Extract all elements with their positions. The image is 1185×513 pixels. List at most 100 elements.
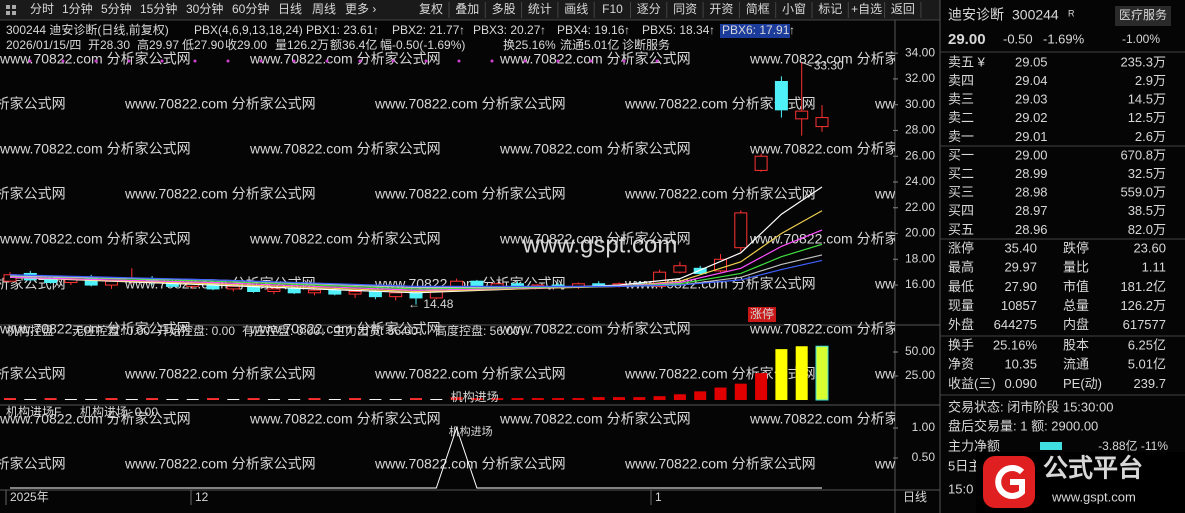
bar: [552, 398, 565, 401]
stat-label: 总量: [1063, 298, 1089, 313]
tool-button[interactable]: 画线: [564, 2, 588, 16]
stat-value: 617577: [1123, 317, 1166, 332]
indicator-value: PBX3: 20.27: [473, 23, 541, 37]
quote-item: 幅-0.50(-1.69%): [380, 37, 465, 52]
period-tab[interactable]: 60分钟: [232, 1, 269, 16]
indicator-arrow: ↑: [459, 23, 465, 37]
watermark: www.70822.com 分析家公式网: [0, 411, 191, 427]
marker-dot: [490, 59, 494, 63]
bar: [450, 397, 463, 401]
stat-value: 5.01亿: [1128, 357, 1166, 372]
bar: [775, 349, 788, 401]
y-tick-label: 34.00: [905, 45, 935, 59]
tool-button[interactable]: 叠加: [455, 2, 479, 16]
watermark: www.70822.com 分析家公式网: [749, 51, 941, 67]
y-tick-label: 26.00: [905, 148, 935, 162]
tool-button[interactable]: 统计: [528, 2, 552, 16]
period-tab[interactable]: 更多 ›: [345, 2, 376, 16]
stock-name: 迪安诊断: [948, 7, 1004, 23]
tool-button[interactable]: 简框: [746, 2, 770, 16]
chart-title: 300244 迪安诊断(日线,前复权): [6, 22, 169, 37]
watermark: www.70822.com 分析家公式网: [874, 186, 1066, 202]
stock-code: 300244: [1012, 7, 1059, 23]
stat-label: 流通: [1063, 357, 1089, 372]
y-tick-label: 28.00: [905, 123, 935, 137]
stat-value: 23.60: [1133, 240, 1166, 255]
bar: [227, 399, 240, 401]
bar: [328, 399, 341, 401]
stat-label: 收益(三): [948, 376, 996, 391]
watermark: www.70822.com 分析家公式网: [0, 231, 191, 247]
tool-button[interactable]: 开资: [709, 2, 733, 16]
tool-button[interactable]: 逐分: [637, 2, 661, 16]
marker-dot: [160, 59, 164, 63]
period-tab[interactable]: 周线: [312, 2, 336, 16]
watermark: www.70822.com 分析家公式网: [124, 186, 316, 202]
tool-button[interactable]: 返回: [891, 2, 915, 16]
indicator-value: PBX1: 23.61: [306, 23, 374, 37]
tool-button[interactable]: +自选: [851, 2, 882, 16]
bar: [105, 398, 118, 401]
industry: 医疗服务: [1119, 7, 1167, 22]
watermark: www.70822.com 分析家公式网: [374, 456, 566, 472]
indicator-value: PBX5: 18.34: [642, 23, 710, 37]
tool-button[interactable]: 复权: [419, 2, 443, 16]
stat-label: 外盘: [948, 317, 974, 332]
book-label: 卖四: [948, 73, 974, 88]
tool-button[interactable]: F10: [602, 2, 623, 16]
panel-title: 机构进场F: [6, 404, 61, 419]
candle-body: [308, 289, 321, 294]
change: -0.50: [1003, 31, 1033, 46]
period-tab[interactable]: 15分钟: [140, 1, 177, 16]
watermark: www.70822.com 分析家公式网: [0, 51, 191, 67]
watermark: www.70822.com 分析家公式网: [874, 456, 1066, 472]
candle-body: [44, 279, 58, 283]
stat-value: 35.40: [1004, 240, 1037, 255]
watermark: www.70822.com 分析家公式网: [0, 366, 66, 382]
bar: [755, 373, 768, 401]
y-tick-label: 20.00: [905, 226, 935, 240]
book-volume: 82.0万: [1128, 222, 1166, 237]
bar: [349, 398, 362, 401]
tag: R: [1068, 8, 1075, 18]
period-tab[interactable]: 1分钟: [62, 1, 93, 16]
watermark: www.70822.com 分析家公式网: [124, 96, 316, 112]
tool-button[interactable]: 同资: [673, 2, 697, 16]
marker-dot: [226, 59, 230, 63]
tool-button[interactable]: 多股: [492, 2, 516, 16]
period-tab[interactable]: 分时: [30, 2, 54, 16]
book-volume: 559.0万: [1120, 185, 1166, 200]
y-tick-label: 0.50: [912, 450, 936, 464]
watermark: www.70822.com 分析家公式网: [374, 186, 566, 202]
tool-button[interactable]: 小窗: [782, 2, 806, 16]
book-price: 28.96: [1015, 222, 1048, 237]
book-label: 买四: [948, 203, 974, 218]
bar: [85, 399, 98, 401]
bar: [186, 399, 199, 401]
marker-dot: [589, 59, 593, 63]
tool-button[interactable]: 标记: [818, 2, 842, 16]
watermark: www.70822.com 分析家公式网: [624, 96, 816, 112]
bar: [247, 398, 260, 401]
marker-dot: [358, 59, 362, 63]
period-tab[interactable]: 30分钟: [186, 1, 223, 16]
stat-label: 跌停: [1063, 240, 1089, 255]
low-label: ← 14.48: [408, 297, 454, 311]
y-tick-label: 16.00: [905, 277, 935, 291]
watermark: www.70822.com 分析家公式网: [874, 276, 1066, 292]
period-tab[interactable]: 5分钟: [101, 1, 132, 16]
panel-item: 主力出货: 56.00↓: [333, 323, 424, 338]
bar: [694, 391, 707, 401]
pbx-line: [9, 229, 823, 291]
period-tab[interactable]: 日线: [278, 2, 302, 16]
watermark: www.70822.com 分析家公式网: [749, 411, 941, 427]
watermark: www.70822.com 分析家公式网: [249, 411, 441, 427]
badge-bg: [748, 307, 776, 322]
high-label: 33.30: [814, 58, 844, 72]
panel-item: 机构进场: 0.00: [80, 404, 158, 419]
pbx-line: [9, 210, 823, 293]
book-price: 29.00: [1015, 147, 1048, 162]
bar: [288, 399, 301, 401]
watermark: www.70822.com 分析家公式网: [249, 321, 441, 337]
